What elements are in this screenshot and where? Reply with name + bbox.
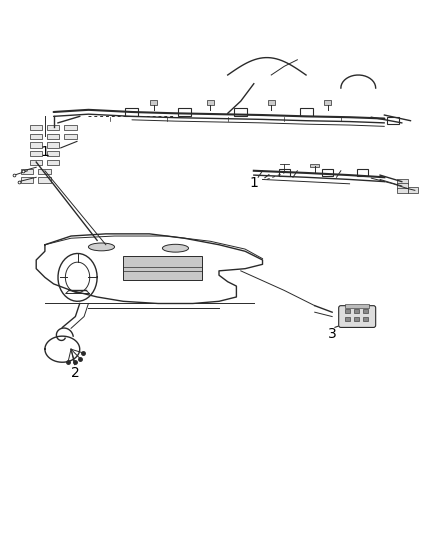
Bar [363,309,368,313]
FancyBboxPatch shape [339,305,376,327]
Text: 3: 3 [328,327,336,341]
Bar [397,179,408,184]
Bar [178,108,191,116]
Bar [345,304,369,308]
Bar [47,160,59,165]
Bar [30,160,42,165]
Bar [354,317,359,321]
Bar [363,317,368,321]
Bar [123,256,201,279]
Bar [397,183,408,189]
Bar [47,151,59,156]
Bar [64,125,77,130]
Text: 2: 2 [71,366,80,380]
Bar [39,177,50,182]
Bar [268,100,275,104]
Ellipse shape [162,244,188,252]
Bar [30,125,42,130]
Text: 1: 1 [40,145,49,159]
Bar [408,187,418,192]
Bar [345,317,350,321]
Bar [234,108,247,116]
Bar [21,168,33,174]
Bar [64,134,77,139]
Bar [207,100,214,104]
Bar [387,117,399,124]
Bar [311,164,319,167]
Bar [354,309,359,313]
Bar [300,108,313,116]
Bar [30,134,42,139]
Bar [21,177,33,182]
Bar [47,134,59,139]
Text: 1: 1 [249,175,258,190]
Bar [125,108,138,116]
Bar [279,169,290,176]
Bar [39,168,50,174]
Bar [47,125,59,130]
Bar [30,142,42,148]
Bar [47,142,59,148]
Bar [345,309,350,313]
Bar [397,188,408,193]
Bar [322,169,333,176]
Bar [324,100,331,104]
Bar [357,169,368,176]
Ellipse shape [88,243,115,251]
Bar [30,151,42,156]
Bar [150,100,157,104]
